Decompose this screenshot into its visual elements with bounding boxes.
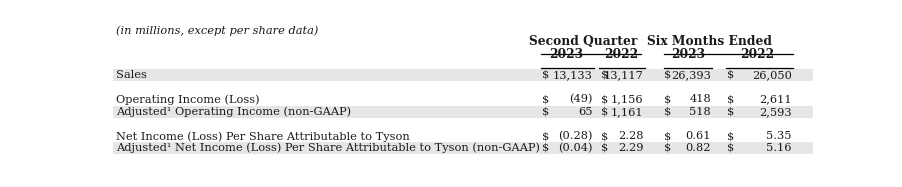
Text: Net Income (Loss) Per Share Attributable to Tyson: Net Income (Loss) Per Share Attributable…	[116, 131, 410, 142]
Text: 1,156: 1,156	[610, 94, 642, 105]
Text: (49): (49)	[568, 94, 592, 105]
Text: $: $	[541, 131, 548, 141]
Text: 518: 518	[689, 107, 711, 117]
Text: 418: 418	[689, 94, 711, 105]
Text: 2022: 2022	[739, 48, 773, 61]
Text: 2.29: 2.29	[617, 143, 642, 153]
Text: $: $	[664, 143, 671, 153]
Bar	[113, 69, 812, 81]
Text: 2022: 2022	[604, 48, 638, 61]
Text: $: $	[600, 143, 607, 153]
Text: $: $	[664, 131, 671, 141]
Text: $: $	[664, 94, 671, 105]
Text: $: $	[664, 70, 671, 80]
Text: 2,593: 2,593	[759, 107, 791, 117]
Text: 65: 65	[577, 107, 592, 117]
Text: 5.35: 5.35	[766, 131, 791, 141]
Text: (in millions, except per share data): (in millions, except per share data)	[116, 26, 318, 36]
Text: $: $	[541, 70, 548, 80]
Text: 13,117: 13,117	[603, 70, 642, 80]
Text: Sales: Sales	[116, 70, 147, 80]
Text: 26,050: 26,050	[751, 70, 791, 80]
Text: Adjusted¹ Net Income (Loss) Per Share Attributable to Tyson (non-GAAP): Adjusted¹ Net Income (Loss) Per Share At…	[116, 143, 539, 153]
Text: $: $	[541, 107, 548, 117]
Text: $: $	[726, 143, 733, 153]
Text: (0.04): (0.04)	[557, 143, 592, 153]
Text: $: $	[600, 70, 607, 80]
Text: (0.28): (0.28)	[557, 131, 592, 142]
Text: $: $	[600, 131, 607, 141]
Text: 0.61: 0.61	[685, 131, 711, 141]
Text: 2,611: 2,611	[759, 94, 791, 105]
Text: 5.16: 5.16	[766, 143, 791, 153]
Text: 1,161: 1,161	[610, 107, 642, 117]
Text: 0.82: 0.82	[685, 143, 711, 153]
Text: $: $	[726, 70, 733, 80]
Text: $: $	[541, 94, 548, 105]
Text: Adjusted¹ Operating Income (non-GAAP): Adjusted¹ Operating Income (non-GAAP)	[116, 106, 351, 117]
Text: 13,133: 13,133	[552, 70, 592, 80]
Text: $: $	[600, 107, 607, 117]
Text: 26,393: 26,393	[670, 70, 711, 80]
Text: $: $	[726, 107, 733, 117]
Text: Second Quarter: Second Quarter	[529, 35, 637, 48]
Text: $: $	[664, 107, 671, 117]
Text: 2023: 2023	[670, 48, 704, 61]
Text: $: $	[726, 131, 733, 141]
Bar	[113, 106, 812, 118]
Text: 2.28: 2.28	[617, 131, 642, 141]
Text: $: $	[600, 94, 607, 105]
Text: 2023: 2023	[548, 48, 583, 61]
Text: Six Months Ended: Six Months Ended	[647, 35, 771, 48]
Text: Operating Income (Loss): Operating Income (Loss)	[116, 94, 260, 105]
Text: $: $	[541, 143, 548, 153]
Text: $: $	[726, 94, 733, 105]
Bar	[113, 142, 812, 154]
